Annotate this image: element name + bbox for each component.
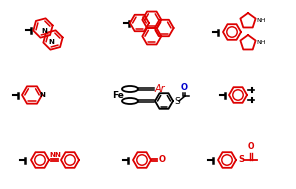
Text: N: N [49,152,55,158]
Text: O: O [159,156,166,164]
Text: N: N [54,152,60,158]
Text: O: O [248,142,254,151]
Text: N: N [48,39,54,45]
Text: S: S [238,156,244,164]
Text: S: S [174,97,180,105]
Text: NH: NH [256,19,266,23]
Text: N: N [41,28,47,34]
Text: N: N [39,92,45,98]
Text: Fe: Fe [112,91,124,99]
Text: O: O [181,83,187,92]
Text: NH: NH [256,40,266,46]
Text: Ar: Ar [155,84,166,94]
